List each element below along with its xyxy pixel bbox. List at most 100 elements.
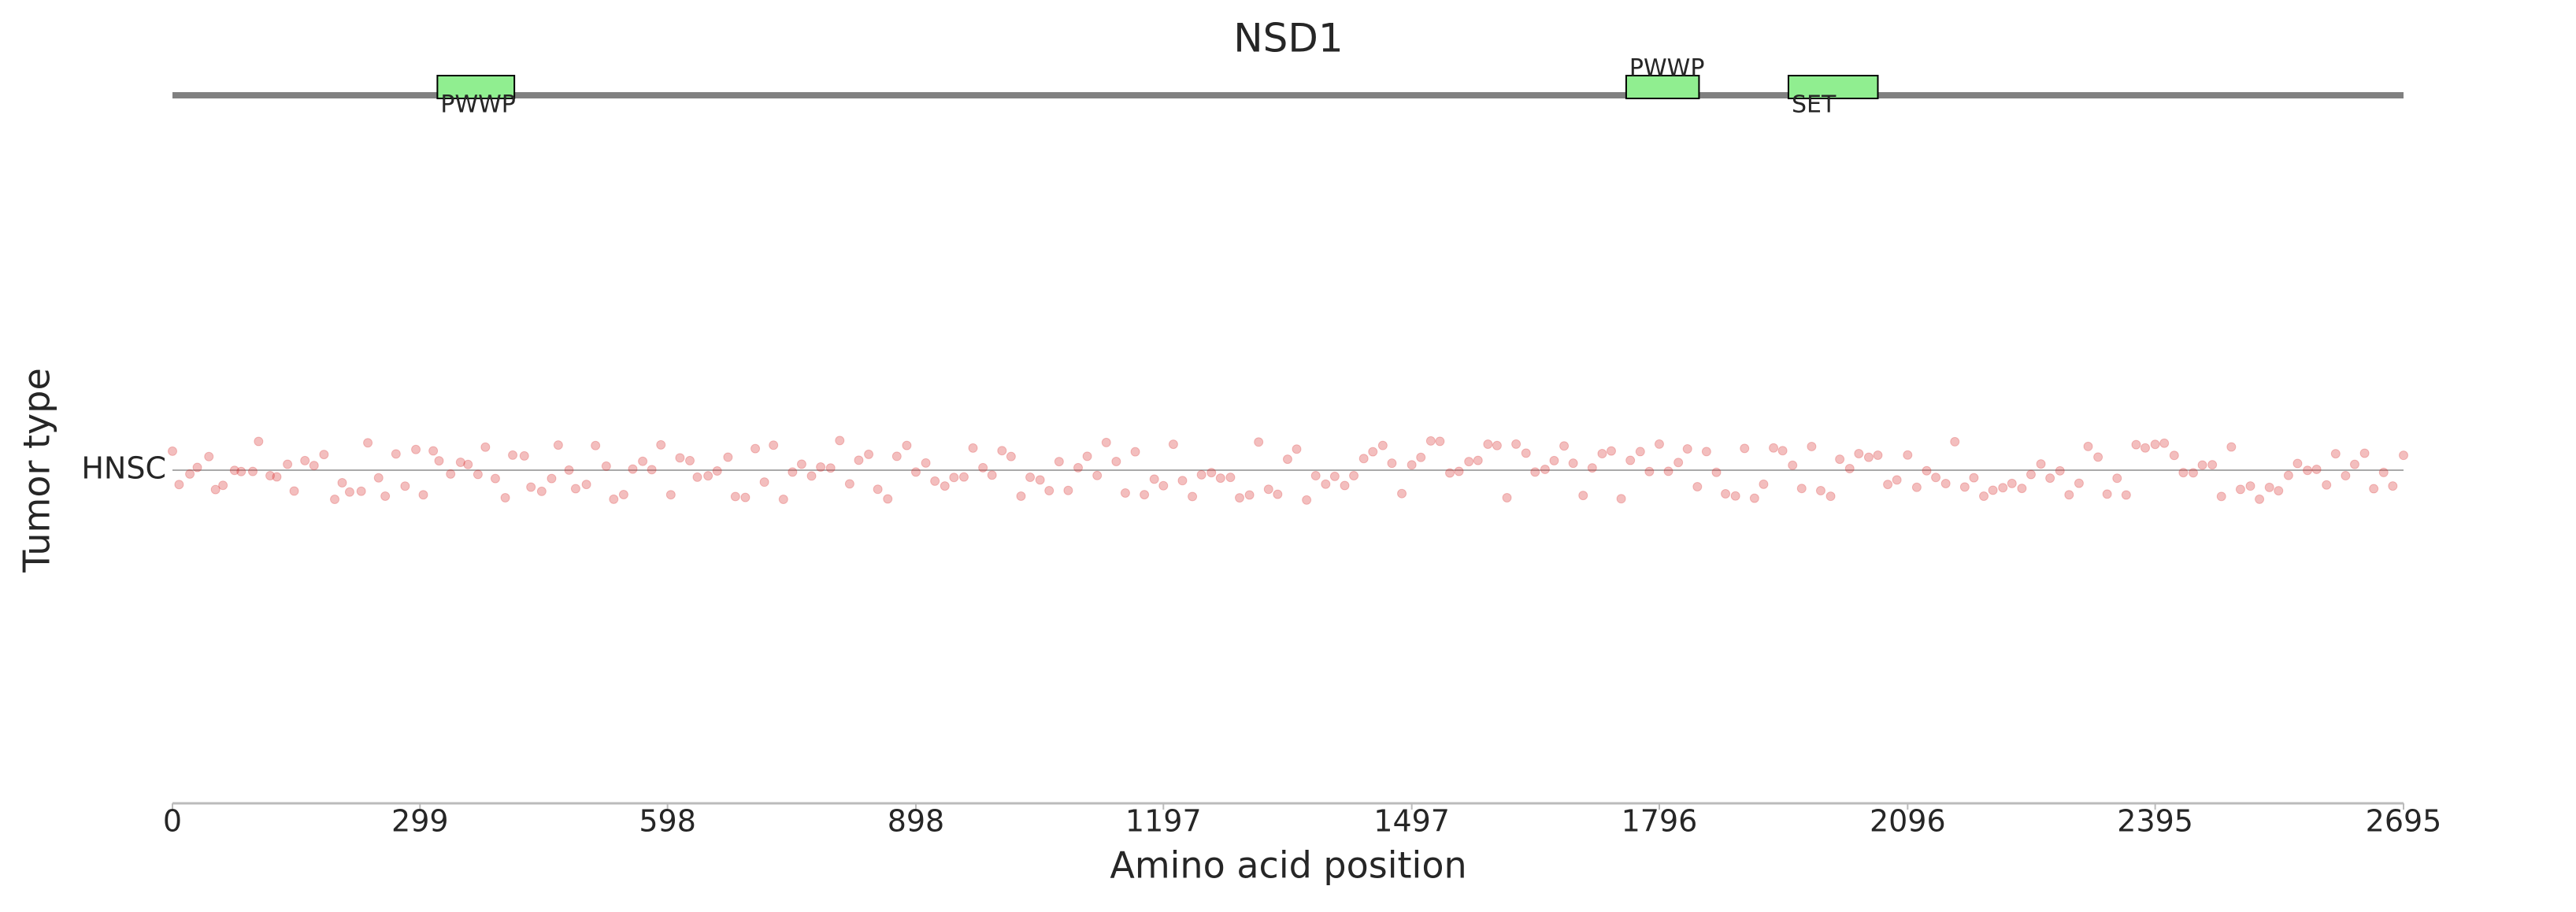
mutation-point bbox=[1788, 460, 1798, 470]
mutation-point bbox=[1950, 436, 1960, 447]
mutation-point bbox=[2245, 481, 2255, 491]
mutation-point bbox=[2341, 471, 2351, 481]
mutation-point bbox=[1807, 441, 1817, 451]
mutation-point bbox=[930, 476, 940, 486]
mutation-point bbox=[638, 456, 648, 466]
mutation-point bbox=[2017, 484, 2027, 494]
mutation-point bbox=[337, 477, 347, 488]
mutation-point bbox=[2150, 439, 2160, 450]
mutation-point bbox=[2388, 481, 2398, 491]
mutation-point bbox=[2007, 478, 2017, 488]
mutation-point bbox=[1769, 443, 1779, 453]
mutation-point bbox=[1483, 439, 1493, 449]
mutation-point bbox=[490, 473, 500, 484]
mutation-point bbox=[1692, 481, 1703, 491]
mutation-point bbox=[591, 440, 601, 450]
mutation-point bbox=[1149, 474, 1159, 484]
mutation-point bbox=[1407, 460, 1417, 470]
mutation-point bbox=[2055, 465, 2065, 476]
mutation-point bbox=[1663, 466, 1673, 476]
mutation-point bbox=[835, 436, 845, 446]
mutation-point bbox=[968, 443, 978, 453]
mutation-point bbox=[891, 451, 902, 462]
mutation-point bbox=[844, 479, 854, 489]
mutation-point bbox=[854, 455, 864, 465]
mutation-point bbox=[2235, 484, 2245, 495]
domain-label: SET bbox=[1792, 91, 1837, 119]
mutation-point bbox=[1006, 451, 1016, 462]
mutation-point bbox=[2274, 486, 2284, 496]
mutation-point bbox=[536, 486, 547, 496]
mutation-point bbox=[2311, 464, 2322, 474]
mutation-point bbox=[997, 446, 1007, 456]
mutation-point bbox=[418, 490, 428, 500]
x-tick-label: 0 bbox=[163, 804, 182, 839]
mutation-point bbox=[1302, 495, 1312, 505]
mutation-point bbox=[1835, 454, 1845, 465]
mutation-point bbox=[665, 490, 676, 500]
mutation-point bbox=[2330, 449, 2341, 459]
mutation-point bbox=[1140, 490, 1150, 500]
mutation-point bbox=[553, 440, 563, 450]
mutation-point bbox=[2378, 467, 2389, 477]
mutation-point bbox=[1254, 437, 1264, 447]
mutation-point bbox=[712, 466, 722, 476]
mutation-point bbox=[1044, 485, 1054, 495]
mutation-point bbox=[1016, 491, 1026, 502]
chart-title: NSD1 bbox=[1233, 16, 1343, 61]
x-tick-label: 2695 bbox=[2366, 804, 2442, 839]
mutation-point bbox=[564, 465, 574, 475]
mutation-point bbox=[1549, 455, 1559, 465]
mutation-point bbox=[1759, 479, 1769, 489]
mutation-point bbox=[910, 467, 921, 477]
mutation-point bbox=[1721, 488, 1731, 499]
mutation-point bbox=[247, 466, 258, 476]
mutation-point bbox=[2093, 452, 2103, 462]
x-axis-label: Amino acid position bbox=[1110, 844, 1466, 887]
mutation-point bbox=[1235, 493, 1245, 503]
mutation-point bbox=[2197, 460, 2207, 470]
mutation-point bbox=[1969, 473, 1979, 483]
mutation-point bbox=[2169, 450, 2179, 461]
mutation-point bbox=[236, 466, 246, 476]
mutation-point bbox=[1931, 473, 1941, 483]
mutation-point bbox=[1796, 484, 1807, 494]
mutation-point bbox=[2064, 490, 2074, 500]
mutation-point bbox=[2178, 468, 2189, 478]
mutation-point bbox=[411, 444, 421, 454]
mutation-point bbox=[2140, 443, 2151, 453]
mutation-point bbox=[1111, 456, 1121, 466]
mutation-point bbox=[940, 481, 950, 491]
mutation-point bbox=[2226, 442, 2237, 452]
mutation-point bbox=[363, 438, 373, 448]
mutation-point bbox=[330, 495, 340, 505]
mutation-point bbox=[1244, 490, 1255, 500]
mutation-point bbox=[1979, 491, 1989, 502]
mutation-point bbox=[185, 469, 195, 479]
domain-label: PWWP bbox=[1629, 55, 1705, 83]
mutation-point bbox=[446, 469, 456, 479]
mutation-point bbox=[356, 486, 366, 496]
mutation-point bbox=[1844, 464, 1855, 474]
mutation-point bbox=[204, 451, 214, 462]
mutation-point bbox=[1358, 454, 1369, 464]
mutation-point bbox=[1387, 458, 1397, 469]
mutation-point bbox=[2102, 489, 2112, 499]
mutation-point bbox=[740, 492, 751, 502]
mutation-point bbox=[2112, 473, 2122, 484]
mutation-point bbox=[1168, 439, 1178, 450]
mutation-point bbox=[2399, 450, 2408, 461]
mutation-point bbox=[883, 494, 893, 504]
mutation-point bbox=[2322, 480, 2332, 490]
mutation-point bbox=[2255, 494, 2265, 504]
mutation-point bbox=[685, 455, 695, 465]
mutation-point bbox=[806, 471, 817, 481]
mutation-point bbox=[581, 480, 591, 490]
mutation-point bbox=[463, 459, 473, 469]
mutation-point bbox=[675, 453, 685, 463]
mutation-point bbox=[902, 440, 912, 450]
mutation-point bbox=[1883, 480, 1893, 490]
mutation-point bbox=[570, 484, 580, 494]
mutation-point bbox=[1035, 475, 1045, 485]
mutation-point bbox=[656, 439, 666, 450]
